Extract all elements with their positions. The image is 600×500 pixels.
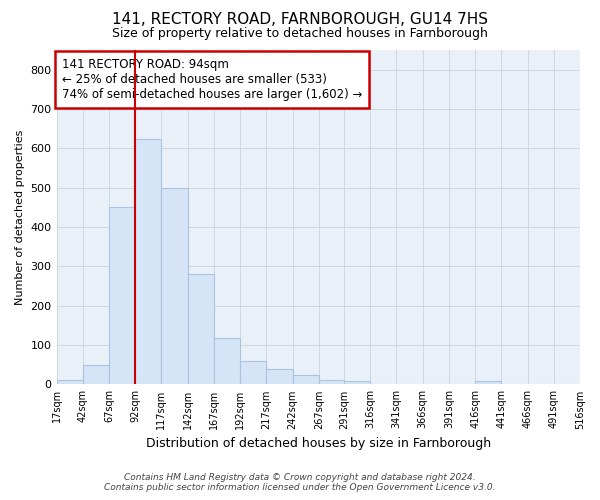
Text: Contains HM Land Registry data © Crown copyright and database right 2024.
Contai: Contains HM Land Registry data © Crown c… [104, 473, 496, 492]
X-axis label: Distribution of detached houses by size in Farnborough: Distribution of detached houses by size … [146, 437, 491, 450]
Bar [475, 382, 502, 384]
Text: 141 RECTORY ROAD: 94sqm
← 25% of detached houses are smaller (533)
74% of semi-d: 141 RECTORY ROAD: 94sqm ← 25% of detache… [62, 58, 362, 102]
Text: Size of property relative to detached houses in Farnborough: Size of property relative to detached ho… [112, 28, 488, 40]
Bar [214, 338, 240, 384]
Bar [135, 138, 161, 384]
Bar [344, 382, 370, 384]
Bar [56, 380, 83, 384]
Bar [319, 380, 344, 384]
Bar [109, 208, 135, 384]
Text: 141, RECTORY ROAD, FARNBOROUGH, GU14 7HS: 141, RECTORY ROAD, FARNBOROUGH, GU14 7HS [112, 12, 488, 28]
Bar [83, 365, 109, 384]
Bar [293, 374, 319, 384]
Bar [188, 274, 214, 384]
Y-axis label: Number of detached properties: Number of detached properties [15, 130, 25, 305]
Bar [240, 361, 266, 384]
Bar [161, 188, 188, 384]
Bar [266, 370, 293, 384]
